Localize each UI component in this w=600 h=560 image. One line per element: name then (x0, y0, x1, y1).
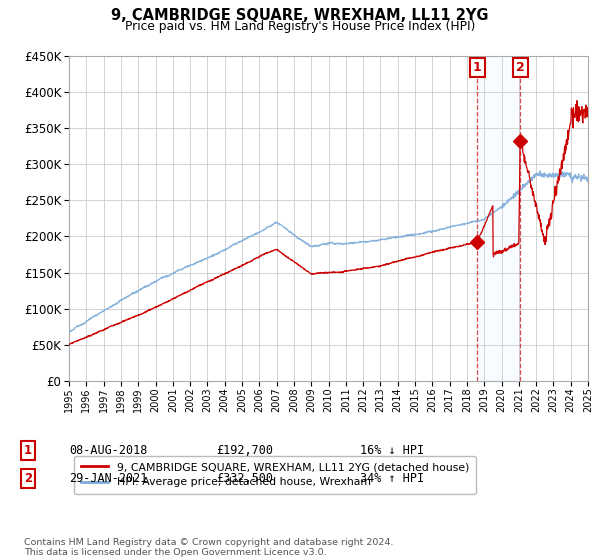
Text: Contains HM Land Registry data © Crown copyright and database right 2024.
This d: Contains HM Land Registry data © Crown c… (24, 538, 394, 557)
Legend: 9, CAMBRIDGE SQUARE, WREXHAM, LL11 2YG (detached house), HPI: Average price, det: 9, CAMBRIDGE SQUARE, WREXHAM, LL11 2YG (… (74, 455, 476, 494)
Text: 2: 2 (24, 472, 32, 486)
Text: £332,500: £332,500 (216, 472, 273, 486)
Text: 34% ↑ HPI: 34% ↑ HPI (360, 472, 424, 486)
Text: Price paid vs. HM Land Registry's House Price Index (HPI): Price paid vs. HM Land Registry's House … (125, 20, 475, 32)
Text: £192,700: £192,700 (216, 444, 273, 458)
Text: 2: 2 (516, 61, 524, 74)
Text: 16% ↓ HPI: 16% ↓ HPI (360, 444, 424, 458)
Text: 1: 1 (473, 61, 482, 74)
Text: 29-JAN-2021: 29-JAN-2021 (69, 472, 148, 486)
Text: 9, CAMBRIDGE SQUARE, WREXHAM, LL11 2YG: 9, CAMBRIDGE SQUARE, WREXHAM, LL11 2YG (111, 8, 489, 24)
Text: 1: 1 (24, 444, 32, 458)
Text: 08-AUG-2018: 08-AUG-2018 (69, 444, 148, 458)
Bar (477, 56, 520, 381)
